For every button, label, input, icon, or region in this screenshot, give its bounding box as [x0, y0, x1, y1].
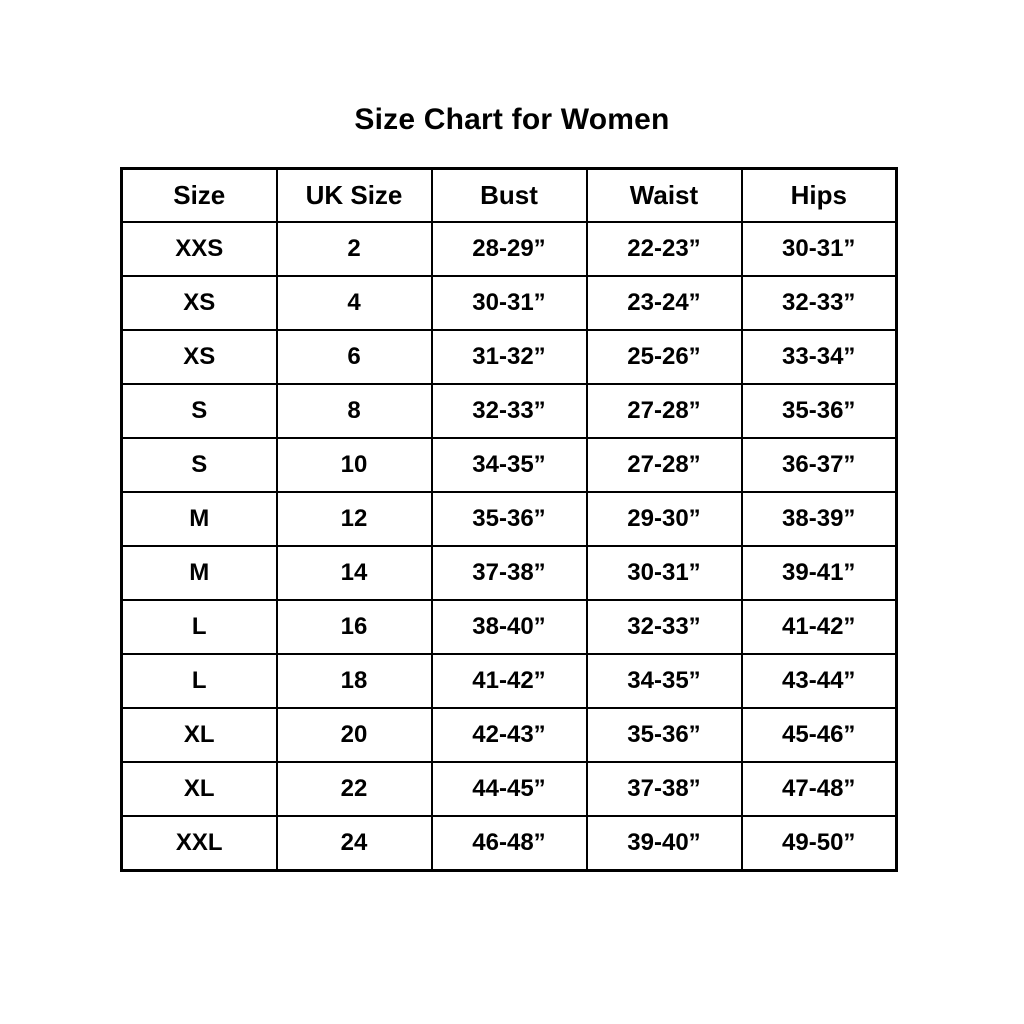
table-cell: 35-36”: [430, 491, 588, 547]
table-cell: S: [120, 383, 278, 439]
table-cell: 39-40”: [585, 815, 743, 872]
table-row: S 10 34-35” 27-28” 36-37”: [120, 437, 898, 493]
table-cell: 6: [275, 329, 433, 385]
table-cell: 2: [275, 221, 433, 277]
table-cell: 28-29”: [430, 221, 588, 277]
table-cell: 27-28”: [585, 437, 743, 493]
column-header: Bust: [430, 167, 588, 223]
table-row: XL 22 44-45” 37-38” 47-48”: [120, 761, 898, 817]
table-cell: 37-38”: [585, 761, 743, 817]
table-cell: XS: [120, 329, 278, 385]
header-row: Size UK Size Bust Waist Hips: [120, 167, 898, 223]
table-cell: 36-37”: [740, 437, 898, 493]
column-header: Waist: [585, 167, 743, 223]
page-title: Size Chart for Women: [354, 103, 670, 136]
table-cell: S: [120, 437, 278, 493]
table-cell: 41-42”: [740, 599, 898, 655]
table-cell: 41-42”: [430, 653, 588, 709]
table-cell: L: [120, 599, 278, 655]
column-header: UK Size: [275, 167, 433, 223]
table-cell: 32-33”: [740, 275, 898, 331]
table-cell: 38-40”: [430, 599, 588, 655]
table-cell: XS: [120, 275, 278, 331]
table-cell: 4: [275, 275, 433, 331]
table-cell: 22-23”: [585, 221, 743, 277]
table-cell: 24: [275, 815, 433, 872]
table-cell: 35-36”: [740, 383, 898, 439]
table-cell: 30-31”: [740, 221, 898, 277]
table-row: XXL 24 46-48” 39-40” 49-50”: [120, 815, 898, 872]
table-cell: 23-24”: [585, 275, 743, 331]
table-cell: 42-43”: [430, 707, 588, 763]
table-cell: XXS: [120, 221, 278, 277]
table-cell: 34-35”: [585, 653, 743, 709]
table-cell: 8: [275, 383, 433, 439]
table-cell: 32-33”: [585, 599, 743, 655]
table-row: S 8 32-33” 27-28” 35-36”: [120, 383, 898, 439]
table-cell: L: [120, 653, 278, 709]
table-row: XS 6 31-32” 25-26” 33-34”: [120, 329, 898, 385]
table-cell: 44-45”: [430, 761, 588, 817]
table-cell: 31-32”: [430, 329, 588, 385]
table-cell: 25-26”: [585, 329, 743, 385]
table-cell: 30-31”: [430, 275, 588, 331]
column-header: Hips: [740, 167, 898, 223]
column-header: Size: [120, 167, 278, 223]
table-header: Size UK Size Bust Waist Hips: [120, 167, 898, 223]
table-cell: 16: [275, 599, 433, 655]
table-cell: 49-50”: [740, 815, 898, 872]
table-row: L 16 38-40” 32-33” 41-42”: [120, 599, 898, 655]
table-cell: XXL: [120, 815, 278, 872]
table-cell: 30-31”: [585, 545, 743, 601]
table-cell: 12: [275, 491, 433, 547]
table-cell: M: [120, 491, 278, 547]
table-cell: 35-36”: [585, 707, 743, 763]
table-cell: 45-46”: [740, 707, 898, 763]
table-cell: 33-34”: [740, 329, 898, 385]
table-cell: 46-48”: [430, 815, 588, 872]
table-row: M 12 35-36” 29-30” 38-39”: [120, 491, 898, 547]
table-cell: 18: [275, 653, 433, 709]
table-cell: 38-39”: [740, 491, 898, 547]
table-cell: 32-33”: [430, 383, 588, 439]
table-cell: M: [120, 545, 278, 601]
table-cell: 37-38”: [430, 545, 588, 601]
table-cell: 39-41”: [740, 545, 898, 601]
table-cell: XL: [120, 761, 278, 817]
table-cell: 27-28”: [585, 383, 743, 439]
table-body: XXS 2 28-29” 22-23” 30-31” XS 4 30-31” 23-24” 32-…: [120, 221, 898, 872]
table-row: XS 4 30-31” 23-24” 32-33”: [120, 275, 898, 331]
table-row: XL 20 42-43” 35-36” 45-46”: [120, 707, 898, 763]
table-cell: XL: [120, 707, 278, 763]
table-cell: 34-35”: [430, 437, 588, 493]
table-row: L 18 41-42” 34-35” 43-44”: [120, 653, 898, 709]
table-cell: 47-48”: [740, 761, 898, 817]
table-cell: 14: [275, 545, 433, 601]
size-chart-table: Size UK Size Bust Waist Hips XXS 2 28-29” 22-23…: [120, 167, 898, 872]
table-row: XXS 2 28-29” 22-23” 30-31”: [120, 221, 898, 277]
table-row: M 14 37-38” 30-31” 39-41”: [120, 545, 898, 601]
table-cell: 20: [275, 707, 433, 763]
table-cell: 43-44”: [740, 653, 898, 709]
table-cell: 10: [275, 437, 433, 493]
table-cell: 29-30”: [585, 491, 743, 547]
table-cell: 22: [275, 761, 433, 817]
